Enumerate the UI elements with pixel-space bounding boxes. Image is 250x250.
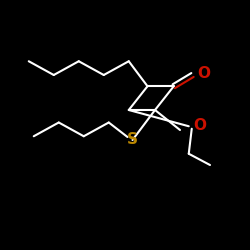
Text: S: S <box>127 132 138 148</box>
Text: O: O <box>197 66 210 82</box>
Text: O: O <box>193 118 206 133</box>
